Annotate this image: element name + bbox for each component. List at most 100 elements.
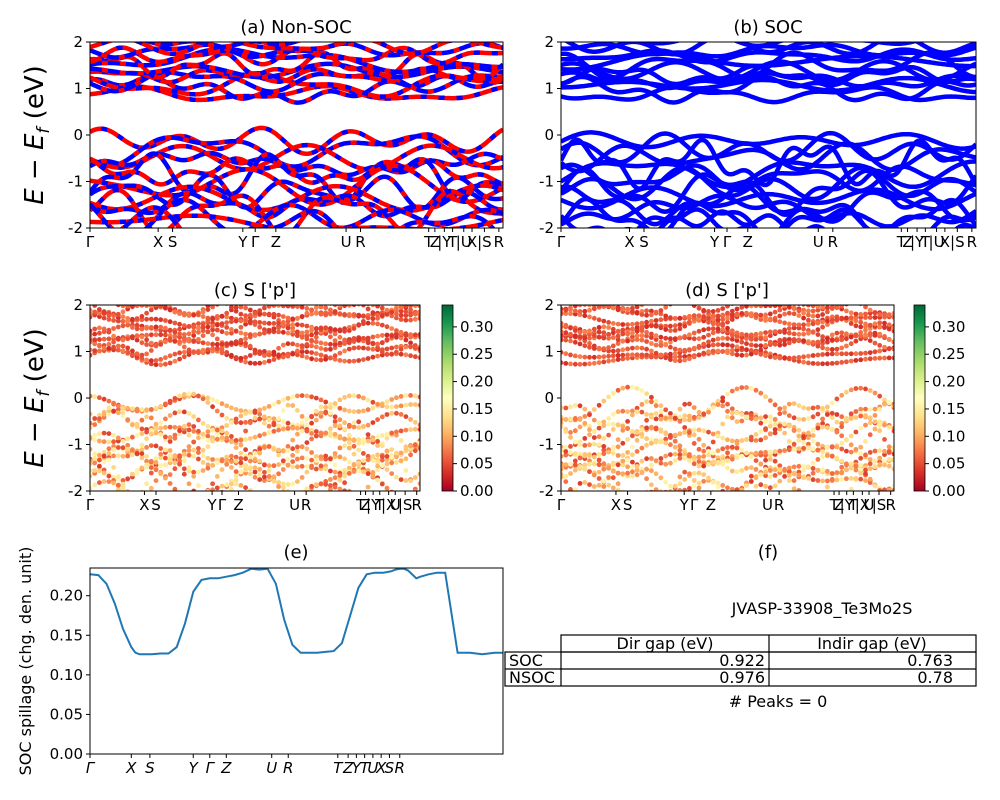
band-ylabel-middle: E − Ef (eV) [20,328,54,468]
projection-point [649,394,654,400]
projection-point [139,442,145,448]
projection-point [653,439,659,445]
projection-point [772,473,778,478]
projection-point [328,486,333,491]
projection-point [725,499,730,504]
projection-point [729,351,735,357]
projection-point [309,420,314,426]
projection-point [863,467,868,473]
projection-point [144,332,150,338]
projection-point [668,452,673,457]
projection-point [106,313,112,318]
xtick-label: T [360,759,371,777]
projection-point [403,344,409,350]
projection-point [181,349,187,355]
projection-point [639,326,645,332]
projection-point [403,446,409,452]
projection-point [384,461,390,467]
projection-point [725,492,730,497]
projection-point [120,485,126,491]
projection-point [309,483,314,489]
projection-point [398,428,404,434]
projection-point [653,489,659,491]
projection-point [786,355,792,361]
projection-point [677,354,683,360]
projection-point [106,451,112,456]
projection-point [219,329,225,335]
projection-point [370,474,376,479]
projection-point [276,471,281,477]
projection-point [568,331,573,337]
projection-point [587,432,592,438]
projection-point [210,327,216,333]
projection-point [101,396,107,402]
projection-point [394,459,399,465]
projection-point [243,437,249,442]
projection-point [285,420,291,426]
projection-point [572,416,578,421]
projection-point [777,448,783,454]
projection-point [328,341,333,347]
projection-point [115,343,121,349]
projection-point [148,358,154,364]
projection-point [309,463,314,469]
projection-point [820,324,825,330]
projection-point [205,307,211,312]
projection-point [205,462,211,468]
projection-point [806,317,811,323]
projection-point [130,325,135,330]
projection-point [125,493,130,498]
projection-point [863,356,868,362]
projection-point [853,311,859,317]
projection-point [196,311,201,317]
projection-point [739,352,745,358]
projection-point [710,431,716,437]
projection-point [649,308,654,314]
projection-point [810,470,816,476]
projection-point [729,468,735,474]
projection-point [304,455,310,461]
projection-point [379,481,385,487]
projection-point [200,453,206,459]
colorbar-tick-label: 0.30 [932,318,965,336]
projection-point [90,425,93,431]
projection-point [375,401,380,407]
projection-point [342,420,347,426]
projection-point [886,424,892,430]
projection-point [582,480,588,485]
projection-point [125,436,131,442]
projection-point [630,305,635,311]
projection-point [858,470,864,476]
projection-point [572,328,578,333]
projection-point [739,385,745,390]
projection-point [561,306,564,312]
projection-point [825,351,830,357]
projection-point [834,455,840,461]
projection-point [356,419,362,425]
projection-point [200,348,206,354]
projection-point [653,310,659,316]
projection-point [658,325,664,331]
projection-point [106,439,112,445]
projection-point [276,416,281,421]
projection-point [139,431,145,437]
projection-point [886,355,892,361]
projection-point [620,356,626,362]
projection-point [120,438,126,444]
projection-point [394,344,399,350]
projection-point [668,483,673,489]
projection-point [172,309,178,315]
projection-point [356,312,362,318]
projection-point [596,420,602,426]
projection-point [304,329,310,335]
gap-table: Dir gap (eV) Indir gap (eV) SOC 0.922 0.… [504,634,977,687]
projection-point [271,474,277,480]
projection-point [786,447,792,453]
projection-point [172,396,178,401]
projection-point [663,305,669,310]
projection-point [200,447,206,453]
projection-point [767,456,773,462]
projection-point [337,334,343,340]
projection-point [266,305,272,309]
projection-point [111,453,116,459]
